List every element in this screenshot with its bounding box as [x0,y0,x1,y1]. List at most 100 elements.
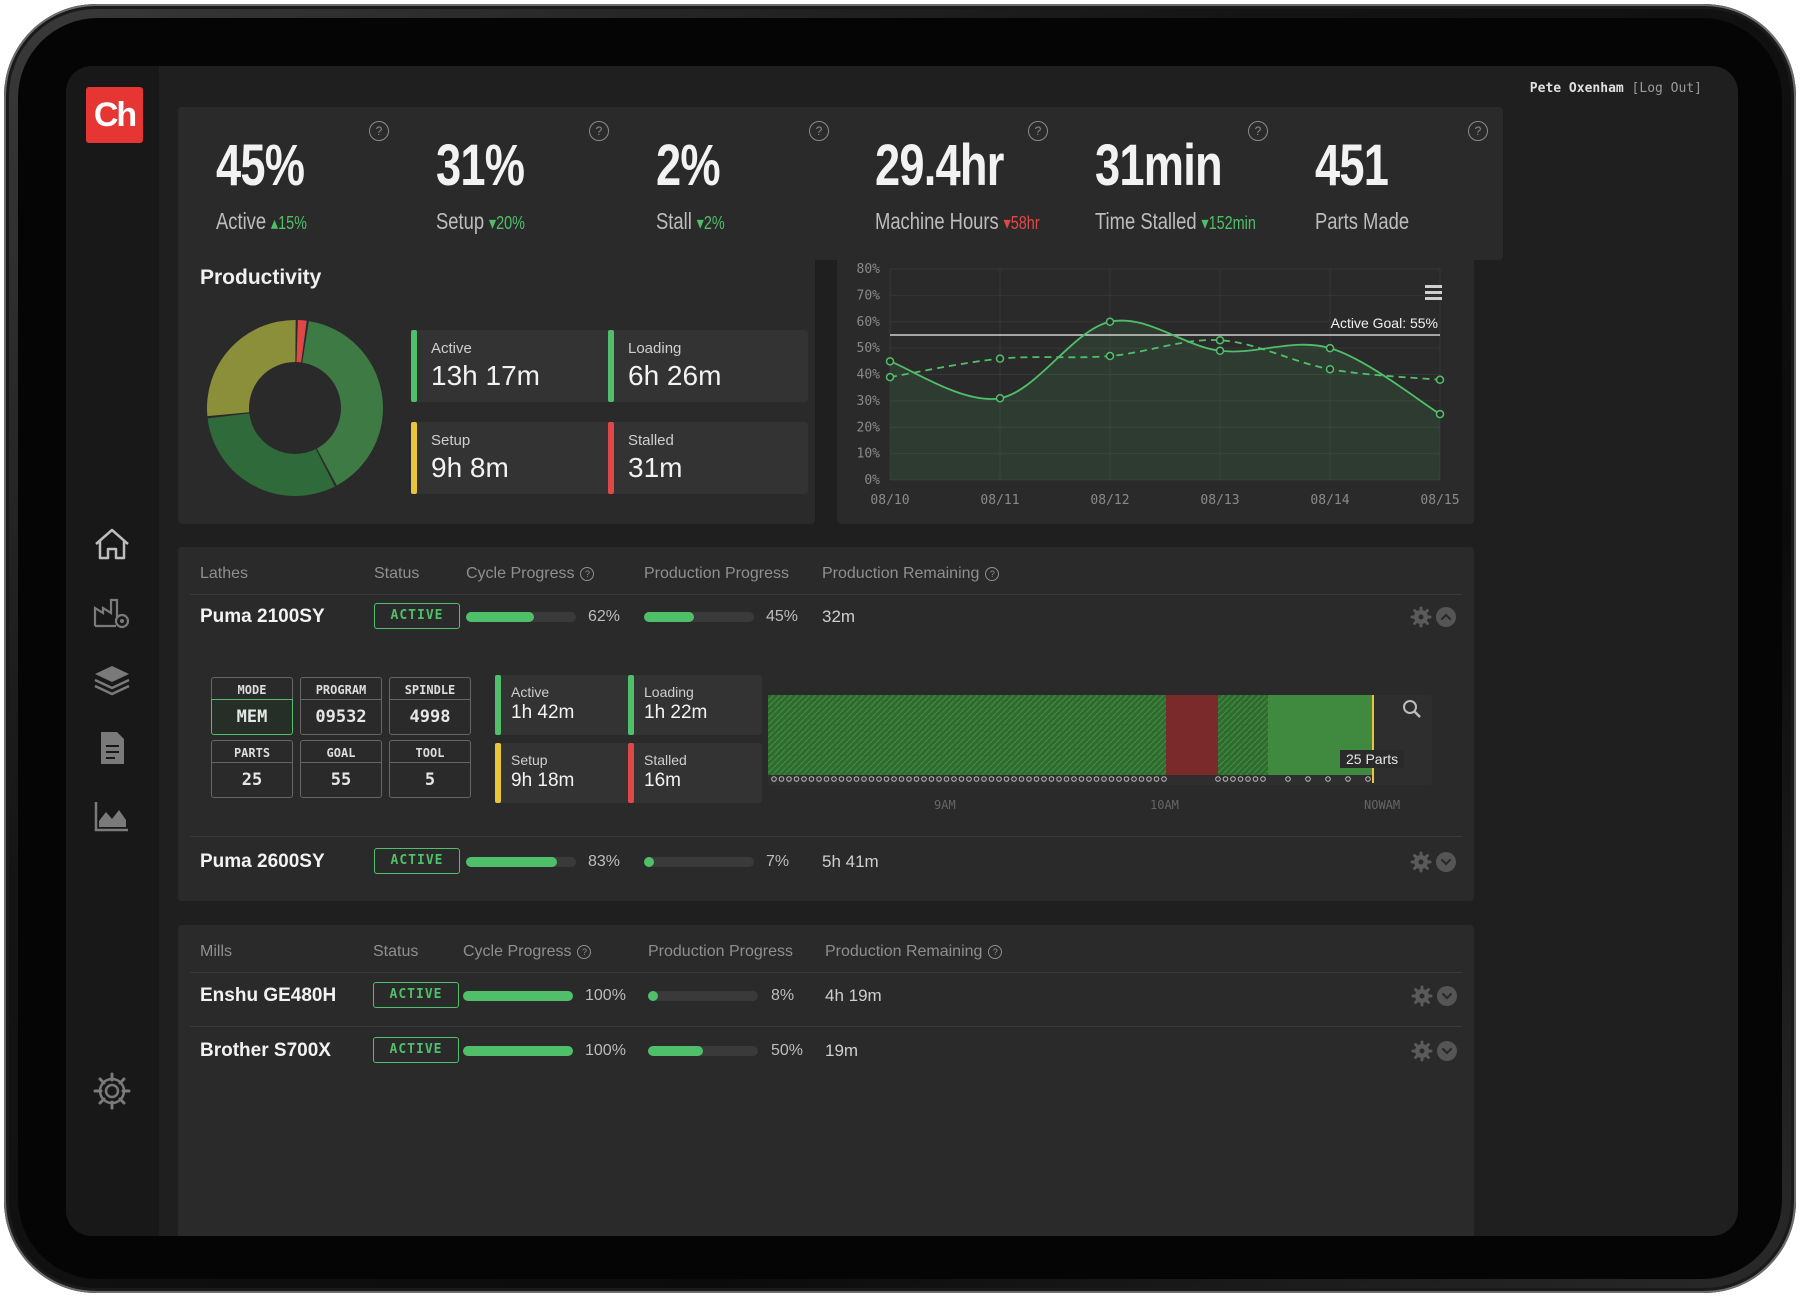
table-row[interactable]: Enshu GE480H ACTIVE 100% 8% 4h 19m [178,977,1474,1017]
part-marker [996,776,1002,782]
part-marker [778,776,785,782]
y-tick-label: 80% [857,262,881,277]
stat-tile: Loading 6h 26m [608,330,808,402]
kpi-card: ? 451 Parts Made [1277,107,1503,260]
cycle-percent: 100% [585,987,626,1004]
expand-toggle[interactable] [1436,852,1456,872]
data-point[interactable] [1435,409,1445,419]
part-marker [973,776,980,782]
kpi-change-value: 152min [1208,213,1256,233]
table-row[interactable]: Puma 2600SY ACTIVE 83% 7% 5h 41m [178,843,1474,883]
machine-name[interactable]: Enshu GE480H [200,985,337,1006]
chevron-down-icon [1440,858,1452,866]
series-area [890,320,1440,480]
help-icon[interactable]: ? [809,121,829,141]
part-marker [1237,776,1244,782]
help-icon[interactable]: ? [1468,121,1488,141]
table-row[interactable]: Puma 2100SY ACTIVE 62% 45% 32m [178,598,1474,638]
help-icon[interactable]: ? [589,121,609,141]
part-marker [1011,776,1017,782]
machine-name[interactable]: Brother S700X [200,1040,331,1061]
data-point[interactable] [1215,346,1225,356]
y-tick-label: 20% [857,420,881,435]
stat-box-label: PARTS [211,740,293,763]
data-point[interactable] [1105,317,1115,326]
help-icon[interactable]: ? [1028,121,1048,141]
donut-slice [296,320,307,363]
layers-icon[interactable] [90,658,134,702]
help-icon[interactable]: ? [1248,121,1268,141]
kpi-change: ▾2% [697,213,725,233]
kpi-card: ? 31min Time Stalled ▾152min [1057,107,1283,260]
data-point[interactable] [995,354,1005,363]
gear-icon[interactable] [1410,851,1432,873]
stat-tile: Loading 1h 22m [628,675,762,735]
part-marker [1230,776,1236,782]
kpi-value: 29.4hr [875,133,1004,198]
data-point[interactable] [1325,364,1335,374]
help-icon[interactable]: ? [580,566,595,581]
data-point[interactable] [1215,335,1225,345]
expand-toggle[interactable] [1437,1041,1457,1061]
zoom-search-icon[interactable] [1402,699,1422,719]
app-logo[interactable]: Ch [86,87,143,143]
machine-name[interactable]: Puma 2600SY [200,851,325,872]
gear-icon[interactable] [1411,1040,1433,1062]
part-marker [906,776,912,782]
x-tick-label: 08/12 [1090,493,1129,508]
kpi-value: 31min [1095,133,1223,198]
production-progress-bar [644,612,754,622]
x-tick-label: 08/11 [980,493,1019,508]
help-icon[interactable]: ? [985,566,1000,581]
kpi-value: 31% [436,133,525,198]
machine-stat-box: PROGRAM 09532 [300,677,382,735]
data-point[interactable] [885,372,895,382]
logout-link[interactable]: [Log Out] [1631,81,1702,96]
data-point[interactable] [1435,375,1445,385]
status-color-bar [495,743,501,803]
status-badge: ACTIVE [374,603,460,629]
expand-toggle[interactable] [1436,607,1456,627]
kpi-label: Active ▴15% [216,208,307,235]
part-marker [816,776,822,782]
goal-label: Active Goal: 55% [1331,315,1438,331]
table-row[interactable]: Brother S700X ACTIVE 100% 50% 19m [178,1032,1474,1072]
chart-menu-icon[interactable] [1425,285,1442,300]
help-icon[interactable]: ? [988,944,1003,959]
chart-icon[interactable] [90,794,134,838]
triangle-up-icon: ▴ [270,213,279,233]
progress-fill [644,857,654,867]
data-point[interactable] [1105,351,1115,361]
home-icon[interactable] [90,522,134,566]
kpi-change: ▾20% [489,213,525,233]
gear-icon[interactable] [1410,606,1432,628]
part-marker [823,776,830,782]
kpi-value: 451 [1315,133,1389,198]
stat-label: Active [431,340,472,357]
part-marker [936,776,942,782]
help-icon[interactable]: ? [577,944,592,959]
help-icon[interactable]: ? [369,121,389,141]
part-marker [876,776,882,782]
production-remaining: 5h 41m [822,852,879,871]
timeline-axis-label: 9AM [934,798,956,812]
part-marker [786,776,792,782]
stat-tile: Active 13h 17m [411,330,611,402]
gear-icon[interactable] [1411,985,1433,1007]
stat-box-label: PROGRAM [300,677,382,700]
trend-chart-panel: 0% 10% 20% 30% 40% 50% 60% 70% 80% 08/10 08/11 08/1… [837,251,1474,524]
part-marker [928,776,935,782]
timeline-axis-label: 10AM [1150,798,1179,812]
mills-header-production: Production Progress [648,943,793,960]
data-point[interactable] [885,357,895,366]
settings-gear-icon[interactable] [90,1069,134,1113]
part-marker [1345,776,1351,782]
factory-icon[interactable] [90,590,134,634]
document-icon[interactable] [90,726,134,770]
machine-name[interactable]: Puma 2100SY [200,606,325,627]
part-marker [1048,776,1055,782]
y-tick-label: 30% [857,394,881,409]
expand-toggle[interactable] [1437,986,1457,1006]
data-point[interactable] [995,393,1005,403]
data-point[interactable] [1325,343,1335,353]
